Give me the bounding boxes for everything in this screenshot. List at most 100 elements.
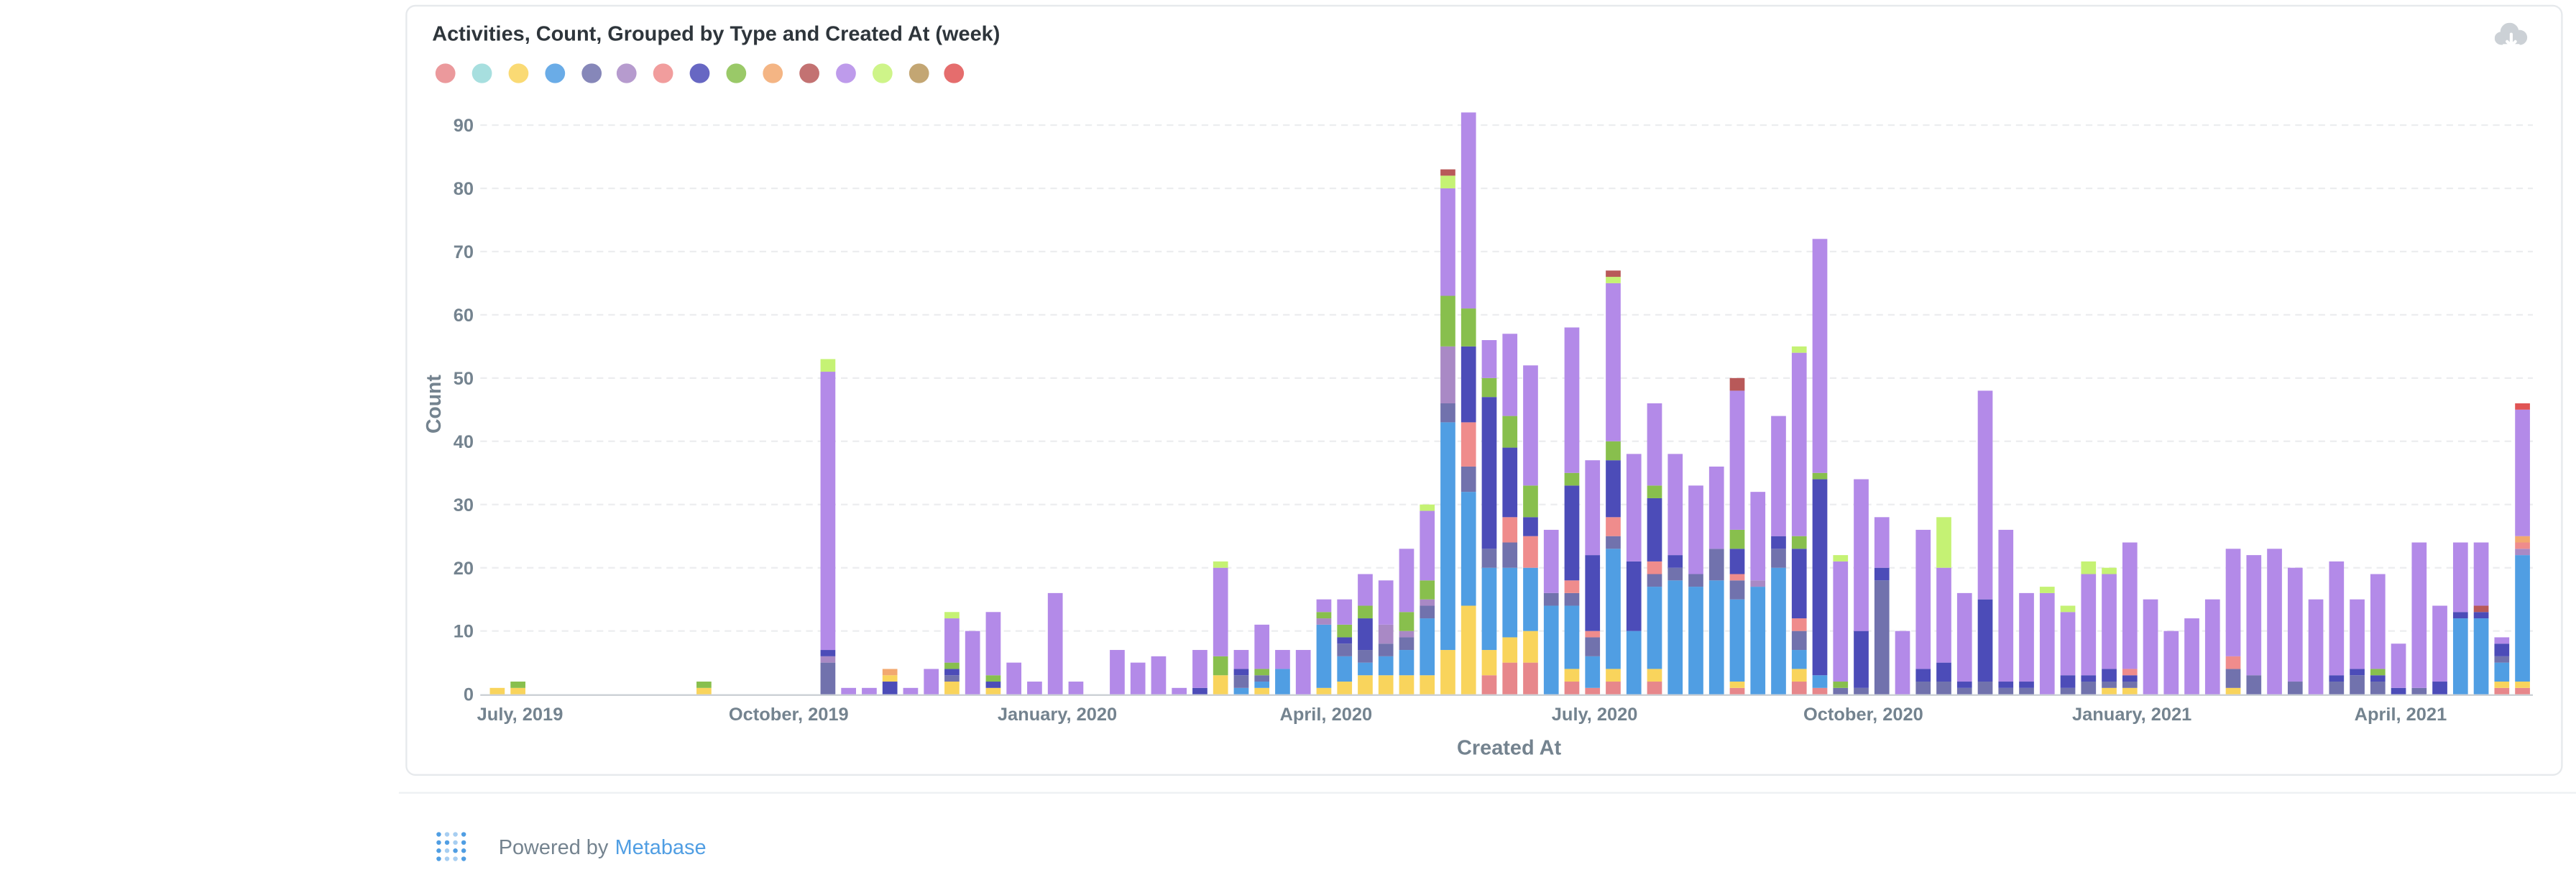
bar-segment: [1564, 485, 1580, 581]
bar-segment: [1378, 656, 1394, 676]
bar-segment: [1936, 682, 1951, 695]
bar-segment: [1647, 587, 1662, 669]
week-bar-stack: [1420, 504, 1435, 695]
bar-segment: [1378, 643, 1394, 656]
bar-segment: [882, 682, 898, 695]
download-icon[interactable]: [2494, 22, 2528, 52]
week-bar-stack: [2515, 403, 2530, 695]
y-tick-label: 60: [454, 306, 474, 326]
x-tick-label: April, 2020: [1280, 705, 1373, 725]
legend-item-9[interactable]: [763, 63, 783, 83]
bar-segment: [2184, 618, 2199, 695]
bar-segment: [1337, 656, 1353, 682]
week-bar-stack: [882, 669, 898, 695]
bar-segment: [1833, 555, 1849, 562]
bar-segment: [1337, 624, 1353, 638]
bar-segment: [1358, 618, 1373, 651]
metabase-link[interactable]: Metabase: [615, 835, 707, 859]
footer-divider: [398, 792, 2576, 794]
week-bar-stack: [2370, 574, 2386, 695]
week-bar-stack: [1668, 454, 1683, 695]
bar-segment: [1854, 479, 1869, 631]
bar-segment: [1337, 682, 1353, 695]
bar-segment: [1523, 631, 1538, 663]
bar-segment: [1606, 441, 1621, 461]
legend-item-11[interactable]: [835, 63, 856, 83]
bar-segment: [2246, 675, 2262, 695]
bar-segment: [1254, 675, 1270, 682]
week-bar-stack: [820, 359, 836, 695]
bar-segment: [820, 359, 836, 372]
bar-segment: [2473, 612, 2489, 619]
bar-segment: [2081, 675, 2097, 682]
bar-segment: [1936, 662, 1951, 682]
bar-segment: [1833, 682, 1849, 688]
bar-segment: [2102, 567, 2117, 574]
x-tick-label: July, 2019: [477, 705, 564, 725]
legend-item-5[interactable]: [617, 63, 638, 83]
week-bar-stack: [1854, 479, 1869, 695]
legend-item-0[interactable]: [435, 63, 456, 83]
legend-item-13[interactable]: [908, 63, 929, 83]
bar-segment: [1295, 650, 1311, 695]
x-tick-label: October, 2020: [1803, 705, 1923, 725]
bar-segment: [2143, 599, 2158, 695]
week-bar-stack: [2225, 549, 2241, 695]
bar-segment: [2370, 574, 2386, 669]
y-axis-title: Count: [423, 375, 446, 434]
bar-segment: [1502, 662, 1518, 695]
legend-item-7[interactable]: [690, 63, 710, 83]
bar-segment: [1460, 422, 1476, 467]
bar-segment: [2102, 687, 2117, 695]
bar-segment: [1729, 377, 1745, 391]
legend-item-4[interactable]: [581, 63, 602, 83]
bar-segment: [696, 687, 712, 695]
bar-segment: [2411, 542, 2427, 688]
bar-segment: [2391, 643, 2406, 688]
bar-segment: [1729, 682, 1745, 688]
legend-item-14[interactable]: [944, 63, 965, 83]
bar-segment: [1998, 687, 2014, 695]
bar-segment: [2452, 612, 2468, 619]
bar-segment: [2494, 637, 2510, 644]
bar-segment: [1440, 346, 1455, 404]
footer: Powered by Metabase: [436, 828, 707, 866]
bar-segment: [1998, 682, 2014, 688]
bar-segment: [1956, 592, 1972, 682]
bar-segment: [820, 656, 836, 663]
bar-segment: [1977, 682, 1993, 695]
bar-segment: [1895, 631, 1910, 695]
bar-segment: [2494, 682, 2510, 688]
legend-item-2[interactable]: [508, 63, 528, 83]
week-bar-stack: [841, 687, 857, 695]
bar-segment: [1481, 549, 1497, 568]
legend-item-12[interactable]: [872, 63, 892, 83]
bar-segment: [2473, 618, 2489, 695]
week-bar-stack: [2081, 561, 2097, 695]
week-bar-stack: [2267, 549, 2282, 695]
bar-segment: [2102, 669, 2117, 682]
bar-segment: [2122, 542, 2138, 669]
bar-segment: [2225, 549, 2241, 656]
week-bar-stack: [2060, 605, 2076, 695]
legend-item-1[interactable]: [472, 63, 492, 83]
bar-segment: [1399, 631, 1414, 638]
bar-segment: [1668, 580, 1683, 695]
bar-segment: [1564, 327, 1580, 473]
bar-segment: [1254, 682, 1270, 688]
bar-segment: [1275, 650, 1290, 669]
legend-item-3[interactable]: [544, 63, 565, 83]
metabase-logo-icon: [436, 832, 466, 861]
legend-item-6[interactable]: [653, 63, 674, 83]
legend-item-8[interactable]: [726, 63, 747, 83]
bar-segment: [985, 675, 1001, 682]
bar-segment: [2452, 542, 2468, 613]
week-bar-stack: [1047, 592, 1063, 695]
bar-segment: [510, 682, 525, 688]
bar-segment: [1668, 555, 1683, 568]
bar-segment: [2287, 567, 2303, 682]
week-bar-stack: [2391, 643, 2406, 695]
bar-segment: [2308, 599, 2324, 695]
legend-item-10[interactable]: [799, 63, 819, 83]
bar-segment: [1729, 574, 1745, 581]
